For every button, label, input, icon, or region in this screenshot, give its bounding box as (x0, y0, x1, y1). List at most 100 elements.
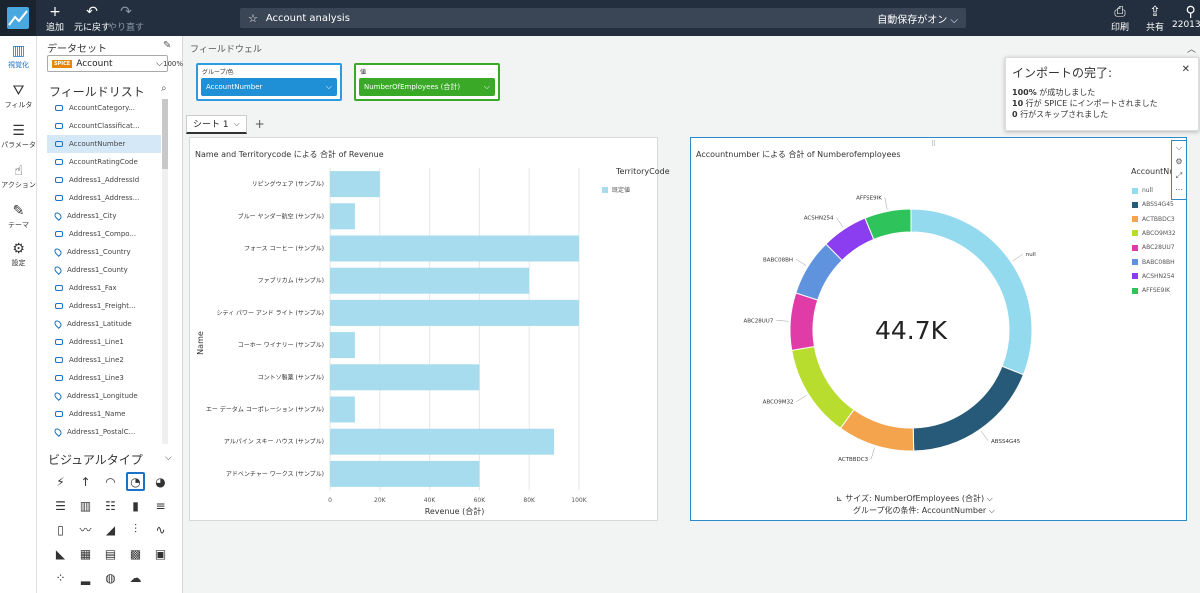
field-item[interactable]: Address1_PostalC... (47, 423, 161, 441)
donut-slice[interactable] (791, 345, 855, 430)
donut-slice[interactable] (864, 208, 912, 241)
share-button[interactable]: ⇪ 共有 (1146, 4, 1165, 33)
clustered-bar-icon[interactable]: ☷ (105, 498, 116, 513)
field-item[interactable]: AccountClassificat... (47, 117, 161, 135)
bar[interactable] (330, 364, 480, 391)
redo-button[interactable]: ↷ やり直す (108, 4, 145, 33)
group-by-field-label[interactable]: グループ化の条件: AccountNumber ⌵ (853, 506, 995, 515)
group-color-well[interactable]: グループ/色 AccountNumber ⌵ (196, 63, 342, 101)
field-item[interactable]: Address1_Line2 (47, 351, 161, 369)
nav-settings[interactable]: ⚙ 設定 (11, 241, 26, 267)
bar[interactable] (330, 171, 380, 198)
star-icon[interactable]: ☆ (248, 11, 258, 25)
bar[interactable] (330, 460, 480, 487)
donut-slice[interactable] (910, 208, 1033, 376)
field-item[interactable]: Address1_County (47, 261, 161, 279)
horizontal-bar-icon[interactable]: ☰ (55, 498, 66, 513)
more-options-icon[interactable]: ⋯ (1175, 185, 1183, 194)
field-item[interactable]: Address1_Freight... (47, 297, 161, 315)
autosave-dropdown[interactable]: 自動保存がオン ⌵ (877, 14, 958, 26)
stacked-area-icon[interactable]: ◣ (55, 546, 66, 561)
donut-slice[interactable] (839, 408, 915, 452)
legend-item[interactable]: null (1132, 187, 1153, 194)
analysis-name-bar[interactable]: ☆ Account analysis 自動保存がオン ⌵ (240, 8, 966, 28)
expand-chevron-icon[interactable]: ⌵ (1175, 143, 1183, 152)
geo-map-icon[interactable]: ◍ (105, 570, 116, 585)
field-item[interactable]: Address1_Fax (47, 279, 161, 297)
field-item[interactable]: Address1_Latitude (47, 315, 161, 333)
scroll-thumb[interactable] (162, 99, 168, 169)
field-item[interactable]: Address1_Name (47, 405, 161, 423)
settings-icon[interactable]: ⚙ (1175, 157, 1183, 166)
quicksight-logo[interactable] (0, 0, 36, 36)
revenue-bar-visual[interactable]: Name and Territorycode による 合計 of Revenue… (189, 137, 670, 521)
field-item[interactable]: Address1_Country (47, 243, 161, 261)
field-list-scrollbar[interactable] (162, 99, 168, 444)
legend-item[interactable]: AFFSE9IK (1132, 287, 1170, 294)
vertical-bar-icon[interactable]: ▥ (79, 498, 92, 513)
dataset-select[interactable]: SPICE Account ⌵ (47, 55, 168, 72)
legend-item[interactable]: ABSS4G45 (1132, 201, 1174, 208)
legend-item[interactable]: ACTBBDC3 (1132, 216, 1175, 223)
field-item[interactable]: Address1_Compo... (47, 225, 161, 243)
close-icon[interactable]: ✕ (1181, 64, 1190, 75)
bar[interactable] (330, 203, 355, 230)
group-field-pill[interactable]: AccountNumber ⌵ (201, 78, 337, 96)
nav-visualize[interactable]: ▥ 視覚化 (8, 43, 29, 69)
user-menu[interactable]: ⚲22013... (1172, 4, 1200, 30)
field-item[interactable]: Address1_AddressId (47, 171, 161, 189)
donut-slice[interactable] (789, 292, 819, 351)
tree-map-icon[interactable]: ▣ (154, 546, 167, 561)
bar[interactable] (330, 396, 355, 423)
field-item[interactable]: AccountNumber (47, 135, 161, 153)
legend-item[interactable]: BABC08BH (1132, 259, 1175, 266)
tab-sheet-1[interactable]: シート 1 ⌵ (186, 114, 247, 134)
bar[interactable] (330, 332, 355, 359)
field-item[interactable]: Address1_Address... (47, 189, 161, 207)
heat-map-icon[interactable]: ▩ (129, 546, 142, 561)
stacked-bar-icon[interactable]: ≡ (155, 498, 166, 513)
gauge-icon[interactable]: ◠ (105, 474, 116, 489)
nav-parameters[interactable]: ☰ パラメータ (1, 123, 36, 149)
value-field-pill[interactable]: NumberOfEmployees (合計) ⌵ (359, 78, 495, 96)
field-item[interactable]: Address1_Line1 (47, 333, 161, 351)
field-item[interactable]: Address1_City (47, 207, 161, 225)
field-item[interactable]: AccountCategory... (47, 99, 161, 117)
add-button[interactable]: + 追加 (46, 4, 65, 33)
bar[interactable] (330, 235, 579, 262)
size-field-label[interactable]: ⊾ サイズ: NumberOfEmployees (合計) ⌵ (836, 494, 993, 503)
donut-chart-icon[interactable]: ◔ (126, 472, 145, 491)
combo-chart-icon[interactable]: ⫶ (133, 522, 137, 536)
kpi-icon[interactable]: ⚡ (56, 474, 65, 489)
histogram-icon[interactable]: ▂ (80, 570, 91, 585)
area-chart-icon[interactable]: ◢ (105, 522, 116, 537)
legend-item[interactable]: ACSHN254 (1132, 273, 1174, 280)
add-sheet-button[interactable]: + (254, 117, 265, 131)
nav-filter[interactable]: ⛛ フィルタ (4, 83, 33, 109)
stacked-column-icon[interactable]: ▯ (57, 522, 64, 537)
maximize-icon[interactable]: ⤢ (1175, 171, 1183, 180)
legend-item-default[interactable]: 既定値 (602, 185, 630, 194)
drag-handle-icon[interactable]: ⠿ (931, 140, 937, 148)
collapse-icon[interactable]: ︿ (1187, 45, 1197, 55)
employees-donut-visual[interactable]: Accountnumber による 合計 of Numberofemployee… (690, 137, 1187, 521)
value-well[interactable]: 値 NumberOfEmployees (合計) ⌵ (354, 63, 500, 101)
field-item[interactable]: AccountRatingCode (47, 153, 161, 171)
field-item[interactable]: Address1_Line3 (47, 369, 161, 387)
field-item[interactable]: Address1_Longitude (47, 387, 161, 405)
search-icon[interactable]: ⌕ (161, 83, 167, 94)
legend-item[interactable]: ABC28UU7 (1132, 244, 1175, 251)
chevron-down-icon[interactable]: ⌵ (165, 453, 172, 463)
nav-themes[interactable]: ✎ テーマ (8, 203, 29, 229)
word-cloud-icon[interactable]: ☁ (129, 570, 142, 585)
undo-button[interactable]: ↶ 元に戻す (74, 4, 111, 33)
nav-actions[interactable]: ☝ アクション (1, 163, 36, 189)
line-chart-icon[interactable]: 〰 (79, 523, 92, 537)
bar[interactable] (330, 267, 530, 294)
clustered-column-icon[interactable]: ▮ (132, 498, 139, 513)
bar[interactable] (330, 428, 555, 455)
table-icon[interactable]: ▦ (79, 546, 92, 561)
legend-item[interactable]: ABCO9M32 (1132, 230, 1176, 237)
pie-chart-icon[interactable]: ◕ (155, 474, 166, 489)
chevron-down-icon[interactable]: ⌵ (233, 118, 240, 128)
